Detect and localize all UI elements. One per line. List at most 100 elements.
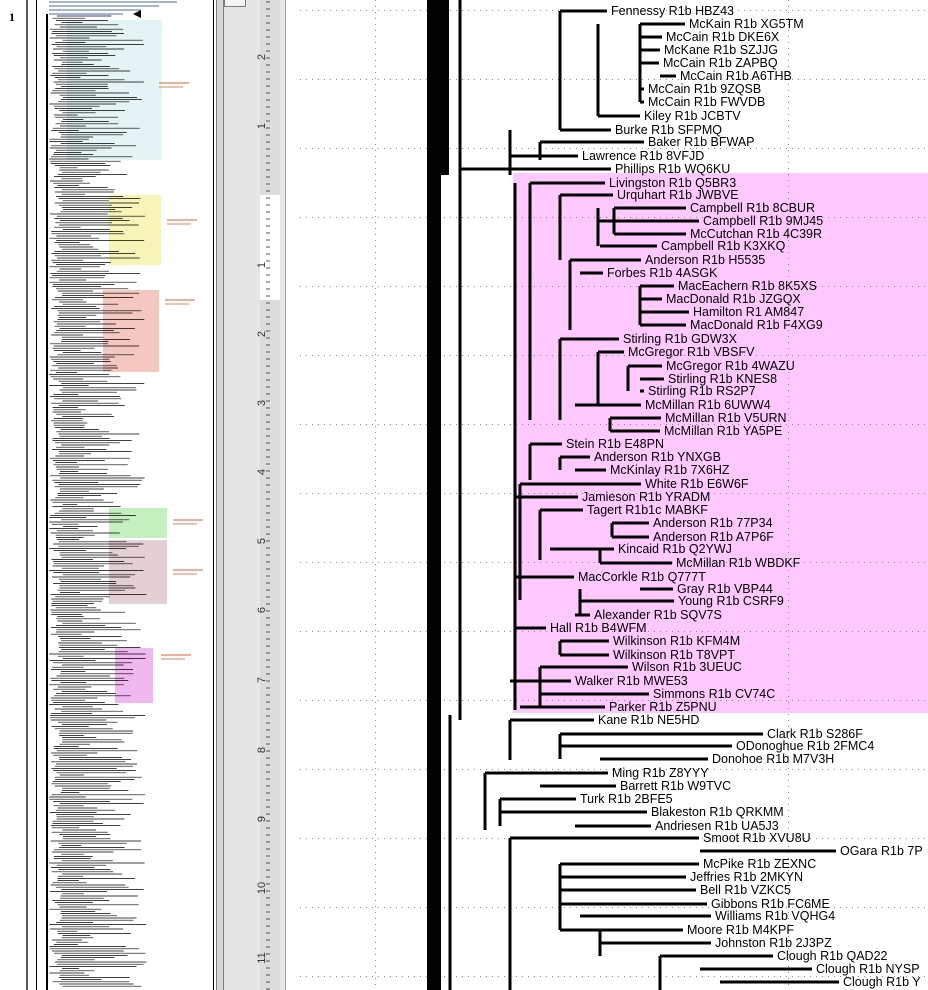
grid-dot — [648, 10, 649, 11]
grid-dot — [300, 79, 301, 80]
grid-dot — [762, 907, 763, 908]
grid-dot — [456, 907, 457, 908]
grid-dot — [840, 286, 841, 287]
grid-dot — [534, 700, 535, 701]
grid-dot — [788, 240, 789, 241]
grid-dot — [912, 976, 913, 977]
grid-dot — [864, 838, 865, 839]
grid-dot — [444, 769, 445, 770]
grid-dot — [788, 828, 789, 829]
grid-dot — [444, 217, 445, 218]
grid-dot — [414, 631, 415, 632]
grid-dot — [375, 384, 376, 385]
leaf-label: Smoot R1b XVU8U — [703, 831, 811, 845]
grid-dot — [330, 355, 331, 356]
thumbnail-page[interactable] — [36, 0, 214, 990]
grid-dot — [375, 528, 376, 529]
grid-dot — [336, 700, 337, 701]
grid-dot — [756, 217, 757, 218]
grid-dot — [420, 355, 421, 356]
grid-dot — [534, 907, 535, 908]
grid-dot — [666, 148, 667, 149]
grid-dot — [666, 769, 667, 770]
grid-dot — [510, 562, 511, 563]
thumbnail-pane[interactable] — [26, 0, 218, 990]
grid-dot — [360, 493, 361, 494]
leaf-label: Campbell R1b 9MJ45 — [703, 214, 823, 228]
grid-dot — [606, 976, 607, 977]
grid-dot — [375, 636, 376, 637]
grid-dot — [546, 562, 547, 563]
grid-dot — [390, 355, 391, 356]
grid-dot — [630, 355, 631, 356]
grid-dot — [540, 355, 541, 356]
ruler-label: 2 — [256, 54, 268, 60]
grid-dot — [774, 286, 775, 287]
grid-dot — [444, 631, 445, 632]
grid-dot — [402, 355, 403, 356]
grid-dot — [702, 424, 703, 425]
grid-dot — [792, 907, 793, 908]
grid-dot — [810, 562, 811, 563]
grid-dot — [384, 10, 385, 11]
grid-dot — [870, 838, 871, 839]
grid-dot — [672, 79, 673, 80]
grid-dot — [588, 286, 589, 287]
grid-dot — [774, 355, 775, 356]
grid-dot — [810, 10, 811, 11]
grid-dot — [906, 286, 907, 287]
grid-dot — [312, 217, 313, 218]
grid-dot — [726, 217, 727, 218]
leaf-label: Clough R1b NYSP — [816, 962, 920, 976]
grid-dot — [788, 312, 789, 313]
leaf-label: McCutchan R1b 4C39R — [690, 227, 822, 241]
grid-dot — [498, 10, 499, 11]
grid-dot — [582, 355, 583, 356]
grid-dot — [894, 769, 895, 770]
grid-dot — [786, 631, 787, 632]
grid-dot — [420, 148, 421, 149]
grid-dot — [366, 838, 367, 839]
grid-dot — [804, 355, 805, 356]
grid-dot — [788, 582, 789, 583]
pane-splitter[interactable] — [216, 0, 224, 990]
grid-dot — [468, 769, 469, 770]
grid-dot — [360, 148, 361, 149]
grid-dot — [834, 79, 835, 80]
grid-dot — [498, 286, 499, 287]
grid-dot — [726, 907, 727, 908]
grid-dot — [312, 148, 313, 149]
grid-dot — [684, 493, 685, 494]
grid-dot — [660, 148, 661, 149]
grid-dot — [342, 10, 343, 11]
grid-dot — [534, 493, 535, 494]
grid-dot — [372, 217, 373, 218]
grid-dot — [492, 769, 493, 770]
grid-dot — [788, 924, 789, 925]
grid-dot — [444, 424, 445, 425]
grid-dot — [378, 700, 379, 701]
grid-dot — [788, 894, 789, 895]
grid-dot — [375, 696, 376, 697]
grid-dot — [702, 217, 703, 218]
leaf-label: McMillan R1b WBDKF — [676, 556, 801, 570]
document-content[interactable]: Fennessy R1b HBZ43 McKain R1b XG5TM McCain… — [286, 0, 928, 990]
grid-dot — [375, 132, 376, 133]
grid-dot — [708, 79, 709, 80]
grid-dot — [690, 10, 691, 11]
grid-dot — [366, 700, 367, 701]
grid-dot — [768, 769, 769, 770]
grid-dot — [522, 424, 523, 425]
grid-dot — [660, 424, 661, 425]
grid-dot — [444, 907, 445, 908]
grid-dot — [504, 286, 505, 287]
grid-dot — [594, 424, 595, 425]
grid-dot — [480, 907, 481, 908]
grid-dot — [480, 217, 481, 218]
leaf-label: Ming R1b Z8YYY — [612, 766, 709, 780]
grid-dot — [648, 700, 649, 701]
grid-dot — [375, 372, 376, 373]
grid-dot — [924, 907, 925, 908]
grid-dot — [582, 424, 583, 425]
grid-dot — [444, 562, 445, 563]
